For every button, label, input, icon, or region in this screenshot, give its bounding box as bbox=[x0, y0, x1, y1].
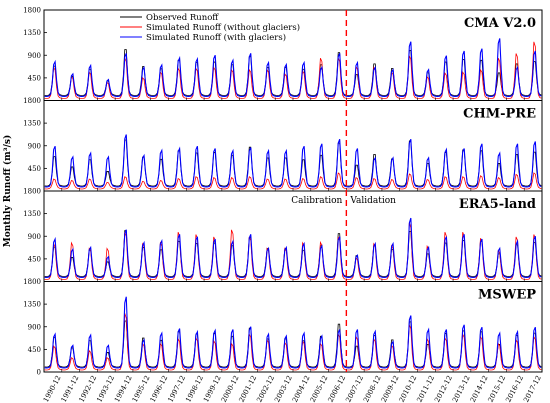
x-axis-tick-labels: 1990-121991-121992-121993-121994-121995-… bbox=[42, 374, 543, 403]
simulated-with-glaciers-line bbox=[44, 217, 542, 279]
y-tick-label: 1350 bbox=[23, 301, 41, 309]
titles-layer: CMA V2.0 CHM-PRE ERA5-land MSWEP bbox=[459, 16, 536, 303]
ticks-layer: 450 900 1350 1800 450 900 1350 1800 450 900 1350 18… bbox=[23, 7, 543, 377]
y-tick-label: 900 bbox=[28, 233, 41, 241]
y-tick-label: 450 bbox=[28, 255, 41, 263]
panel-title: CHM-PRE bbox=[463, 107, 536, 122]
legend-label: Simulated Runoff (without glaciers) bbox=[146, 22, 300, 33]
y-tick-label: 450 bbox=[28, 165, 41, 173]
y-tick-label: 1350 bbox=[23, 29, 41, 37]
simulated-with-glaciers-line bbox=[44, 296, 542, 369]
calibration-label: Calibration bbox=[291, 196, 342, 206]
y-tick-label: 900 bbox=[28, 142, 41, 150]
y-axis-title: Monthly Runoff (m³/s) bbox=[2, 135, 13, 247]
y-tick-label: 1800 bbox=[23, 97, 41, 105]
y-tick-label: 1350 bbox=[23, 210, 41, 218]
y-tick-label: 1350 bbox=[23, 120, 41, 128]
panel-title: CMA V2.0 bbox=[464, 16, 536, 31]
panel-title: ERA5-land bbox=[459, 197, 536, 212]
y-tick-label: 900 bbox=[28, 52, 41, 60]
simulated-with-glaciers-line bbox=[44, 38, 542, 98]
y-tick-label: 0 bbox=[37, 369, 41, 377]
panel-frame bbox=[43, 281, 543, 373]
x-tick-label: 2017-12 bbox=[522, 374, 543, 403]
y-tick-label: 1800 bbox=[23, 188, 41, 196]
y-tick-label: 450 bbox=[28, 74, 41, 82]
y-tick-label: 1800 bbox=[23, 7, 41, 15]
legend-label: Observed Runoff bbox=[146, 13, 219, 23]
y-tick-label: 1800 bbox=[23, 278, 41, 286]
validation-label: Validation bbox=[349, 196, 396, 206]
simulated-with-glaciers-line bbox=[44, 134, 542, 188]
y-tick-label: 900 bbox=[28, 323, 41, 331]
legend-label: Simulated Runoff (with glaciers) bbox=[146, 32, 286, 43]
y-tick-label: 450 bbox=[28, 346, 41, 354]
panel-title: MSWEP bbox=[478, 288, 536, 303]
